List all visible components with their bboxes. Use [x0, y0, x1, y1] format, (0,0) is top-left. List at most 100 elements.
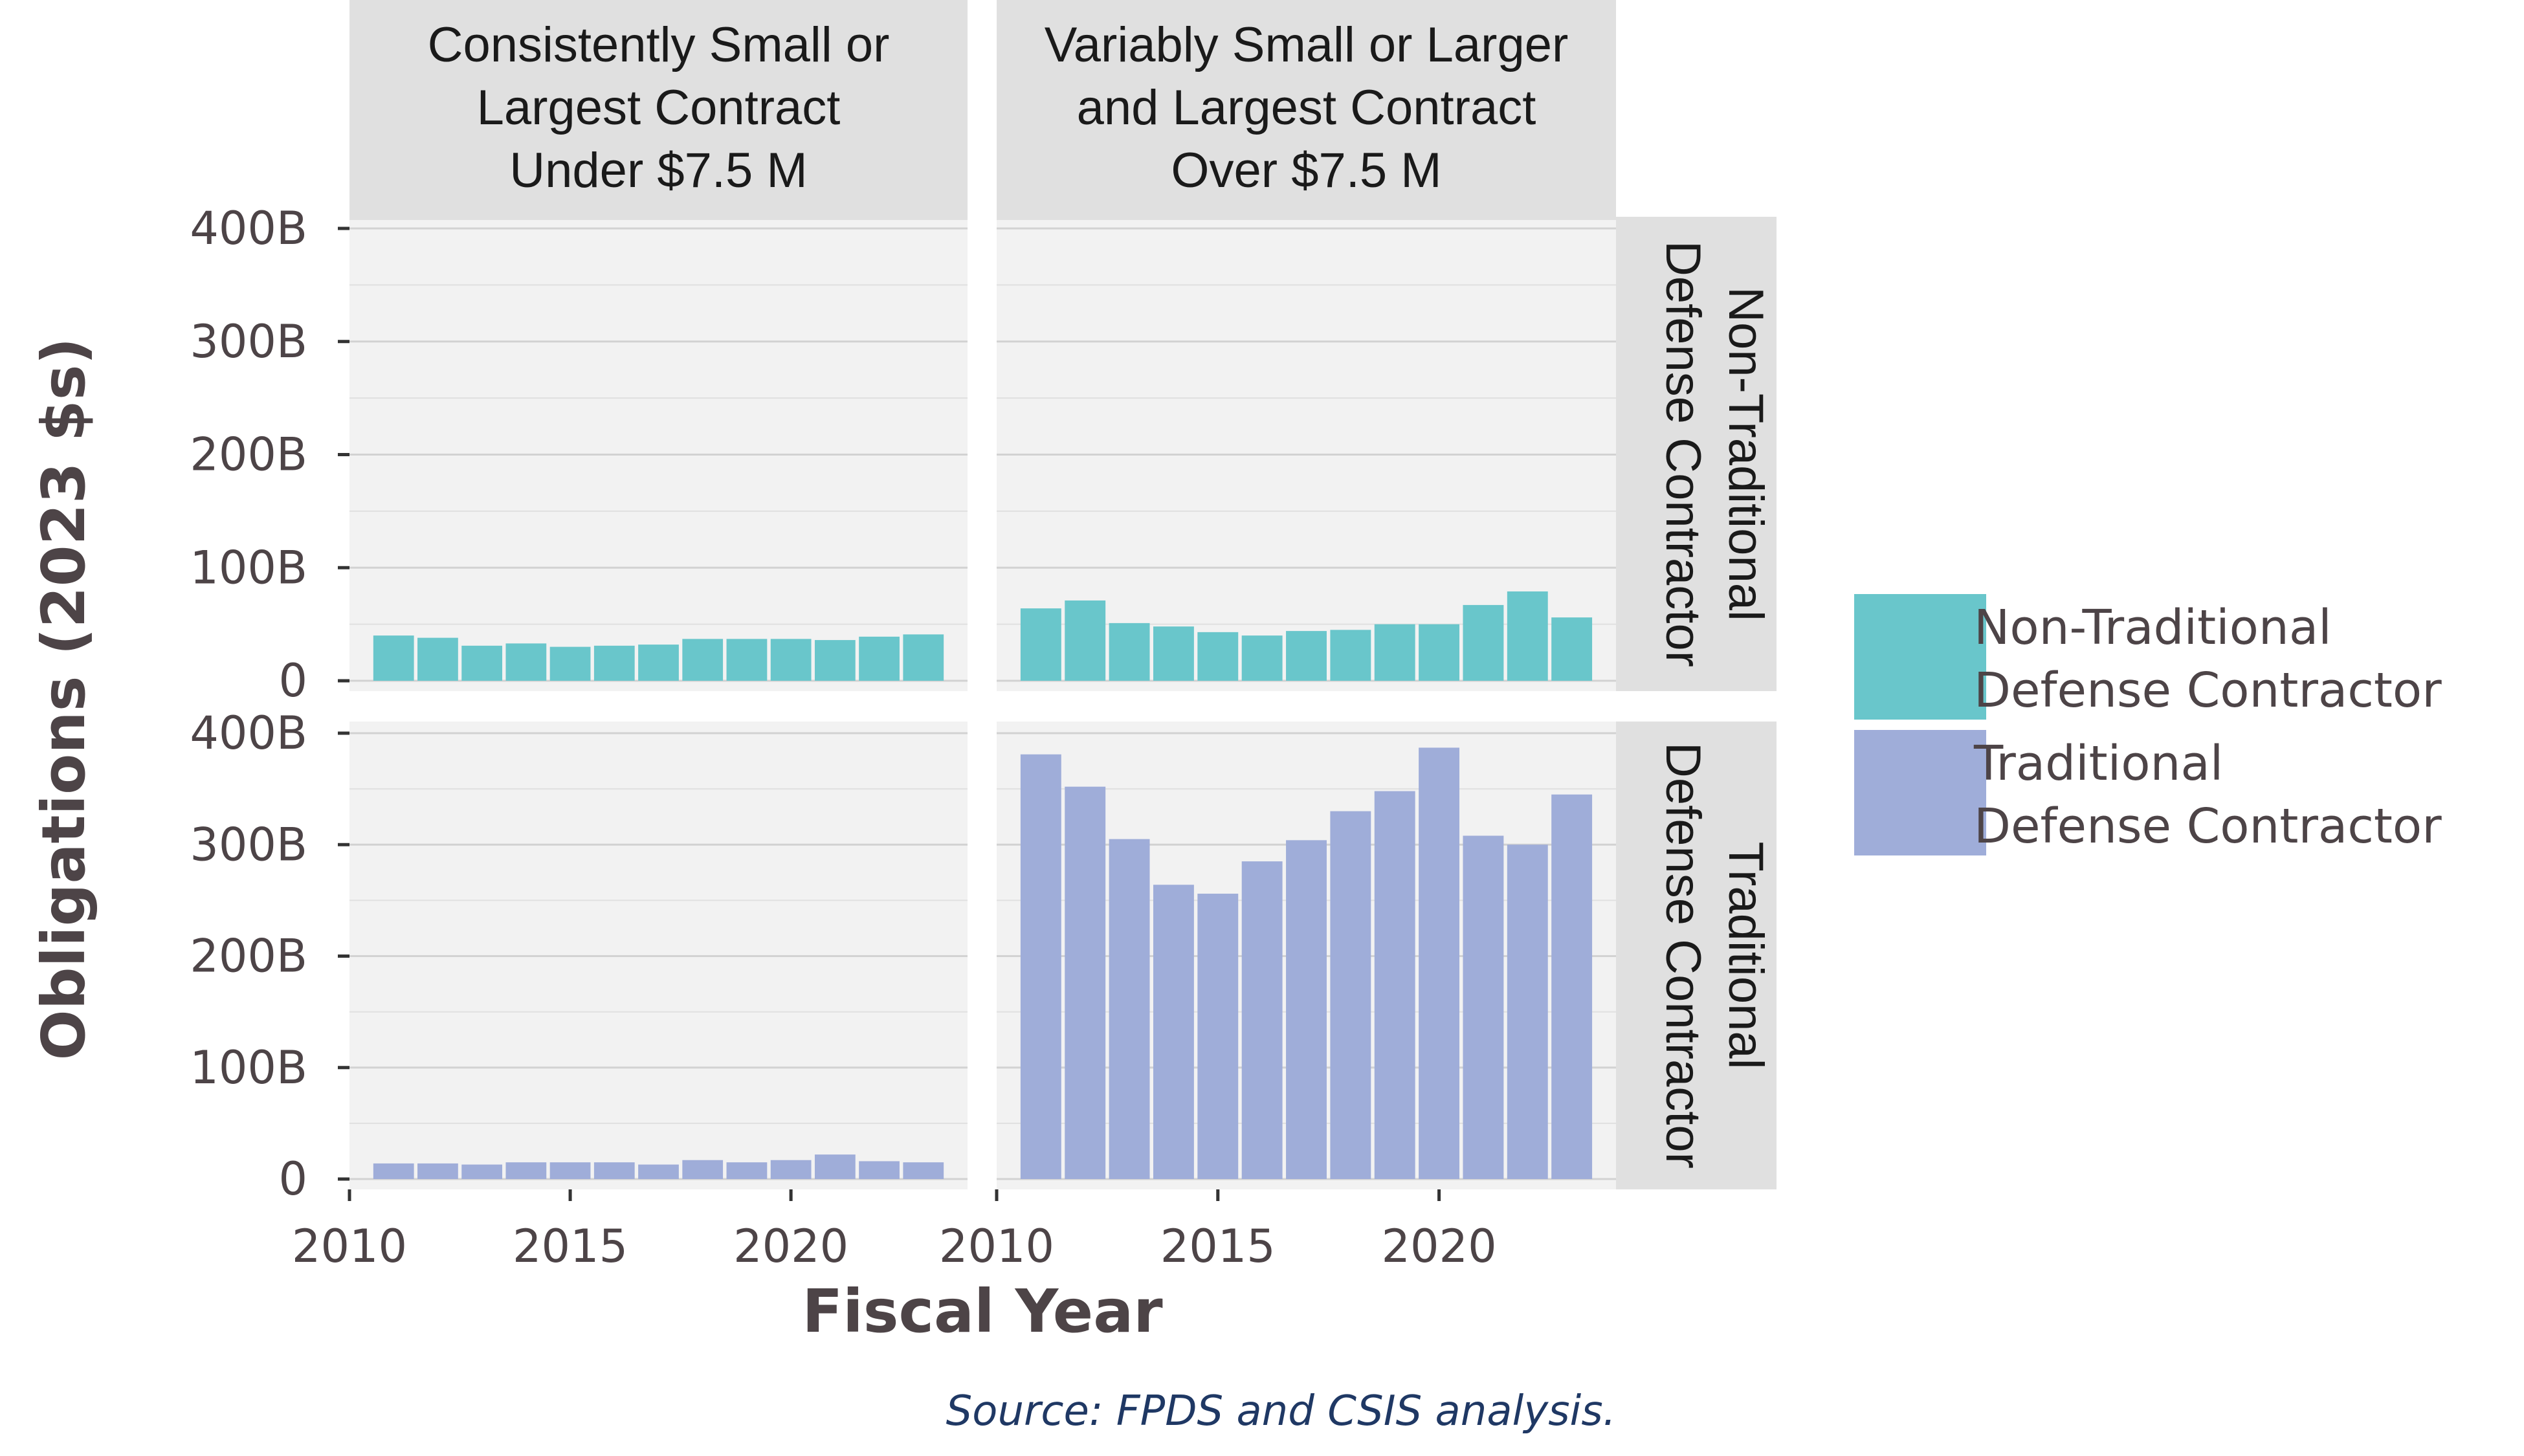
bar-2015	[1197, 894, 1239, 1179]
strip-label-line: and Largest Contract	[1077, 80, 1536, 135]
y-tick-label: 400B	[190, 202, 307, 255]
legend-label-line: Non-Traditional	[1974, 600, 2332, 656]
y-tick-label: 200B	[190, 428, 307, 481]
x-tick-label: 2020	[1381, 1220, 1496, 1273]
bar-2017	[638, 645, 679, 681]
bar-2023	[903, 634, 944, 681]
legend-label-line: Defense Contractor	[1974, 663, 2442, 718]
y-tick-label: 100B	[190, 1041, 307, 1094]
bar-2015	[549, 646, 591, 681]
strip-background	[349, 0, 968, 220]
panel-1-0	[349, 722, 968, 1189]
bar-2012	[1065, 786, 1106, 1179]
legend-key	[1850, 726, 1990, 859]
bar-2019	[1374, 791, 1415, 1179]
x-axis-col-1: 2010 2015 2020	[939, 1189, 1497, 1273]
legend-label-line: Traditional	[1973, 736, 2223, 791]
y-tick-label: 0	[278, 1153, 307, 1206]
legend-item-1: Traditional Defense Contractor	[1850, 726, 2442, 859]
legend-item-0: Non-Traditional Defense Contractor	[1850, 590, 2442, 723]
bar-2021	[1463, 604, 1504, 681]
bar-2011	[1020, 608, 1061, 681]
bar-2022	[859, 1161, 900, 1179]
bar-2022	[859, 636, 900, 681]
y-axis-row-0: 0 100B 200B 300B 400B	[190, 202, 349, 707]
panel-0-1	[997, 217, 1616, 691]
bar-2018	[682, 639, 724, 681]
bar-2021	[1463, 835, 1504, 1179]
bar-2023	[1551, 794, 1593, 1179]
facet-strips: Consistently Small or Largest Contract Und…	[349, 0, 1777, 1189]
bar-2017	[638, 1164, 679, 1179]
bar-2017	[1286, 840, 1327, 1179]
bar-2017	[1286, 631, 1327, 681]
bar-2022	[1507, 591, 1548, 681]
y-tick-label: 200B	[190, 930, 307, 983]
bar-2015	[1197, 632, 1239, 681]
strip-label-line: Non-Traditional	[1718, 287, 1773, 621]
bar-2014	[505, 643, 547, 681]
y-axis-title: Obligations (2023 $s)	[29, 337, 98, 1060]
bar-2016	[593, 1162, 635, 1179]
bar-2020	[1419, 624, 1460, 681]
strip-background	[1616, 722, 1777, 1189]
bar-2013	[461, 645, 503, 681]
bar-2013	[461, 1164, 503, 1179]
x-tick-label: 2010	[939, 1220, 1054, 1273]
bar-2019	[726, 1162, 768, 1179]
bar-2018	[682, 1160, 724, 1179]
strip-label-line: Largest Contract	[477, 80, 841, 135]
bar-2022	[1507, 844, 1548, 1179]
x-tick-label: 2015	[513, 1220, 628, 1273]
bar-2011	[373, 635, 414, 681]
strip-background	[997, 0, 1616, 220]
y-tick-label: 100B	[190, 541, 307, 594]
strip-background	[1616, 217, 1777, 691]
bar-2014	[1153, 626, 1194, 681]
y-tick-label: 300B	[190, 315, 307, 368]
bar-2012	[417, 637, 458, 681]
strip-label-line: Defense Contractor	[1655, 241, 1710, 667]
x-axis-title: Fiscal Year	[802, 1277, 1163, 1346]
bar-2019	[726, 639, 768, 681]
strip-label-line: Defense Contractor	[1655, 742, 1710, 1169]
bar-2016	[1241, 861, 1283, 1179]
bar-2014	[505, 1162, 547, 1179]
bar-2016	[593, 645, 635, 681]
bar-2023	[1551, 617, 1593, 681]
bar-2012	[417, 1163, 458, 1179]
bar-2015	[549, 1162, 591, 1179]
y-tick-label: 400B	[190, 707, 307, 760]
legend-key	[1850, 590, 1990, 723]
bar-2011	[1020, 754, 1061, 1179]
bar-2012	[1065, 600, 1106, 681]
legend-label-line: Defense Contractor	[1974, 799, 2442, 854]
strip-label-line: Consistently Small or	[428, 17, 890, 72]
bar-2020	[1419, 747, 1460, 1179]
panel-0-0	[349, 217, 968, 691]
bar-2020	[770, 639, 812, 681]
bar-2023	[903, 1162, 944, 1179]
strip-label-line: Traditional	[1718, 841, 1773, 1069]
strip-label-line: Variably Small or Larger	[1045, 17, 1569, 72]
bar-2021	[814, 1154, 856, 1179]
source-caption: Source: FPDS and CSIS analysis.	[946, 1387, 1616, 1435]
bar-2014	[1153, 885, 1194, 1179]
column-strip-1: Variably Small or Larger and Largest Cont…	[997, 0, 1616, 220]
x-tick-label: 2010	[292, 1220, 407, 1273]
bar-2020	[770, 1160, 812, 1179]
bar-2013	[1109, 839, 1150, 1179]
y-axis-row-1: 0 100B 200B 300B 400B	[190, 707, 349, 1206]
x-axis-col-0: 2010 2015 2020	[292, 1189, 848, 1273]
bar-2019	[1374, 624, 1415, 681]
x-tick-label: 2020	[733, 1220, 848, 1273]
bar-2013	[1109, 623, 1150, 681]
bar-2016	[1241, 635, 1283, 681]
column-strip-0: Consistently Small or Largest Contract Und…	[349, 0, 968, 220]
y-tick-label: 0	[278, 654, 307, 707]
strip-label-line: Over $7.5 M	[1171, 143, 1441, 198]
